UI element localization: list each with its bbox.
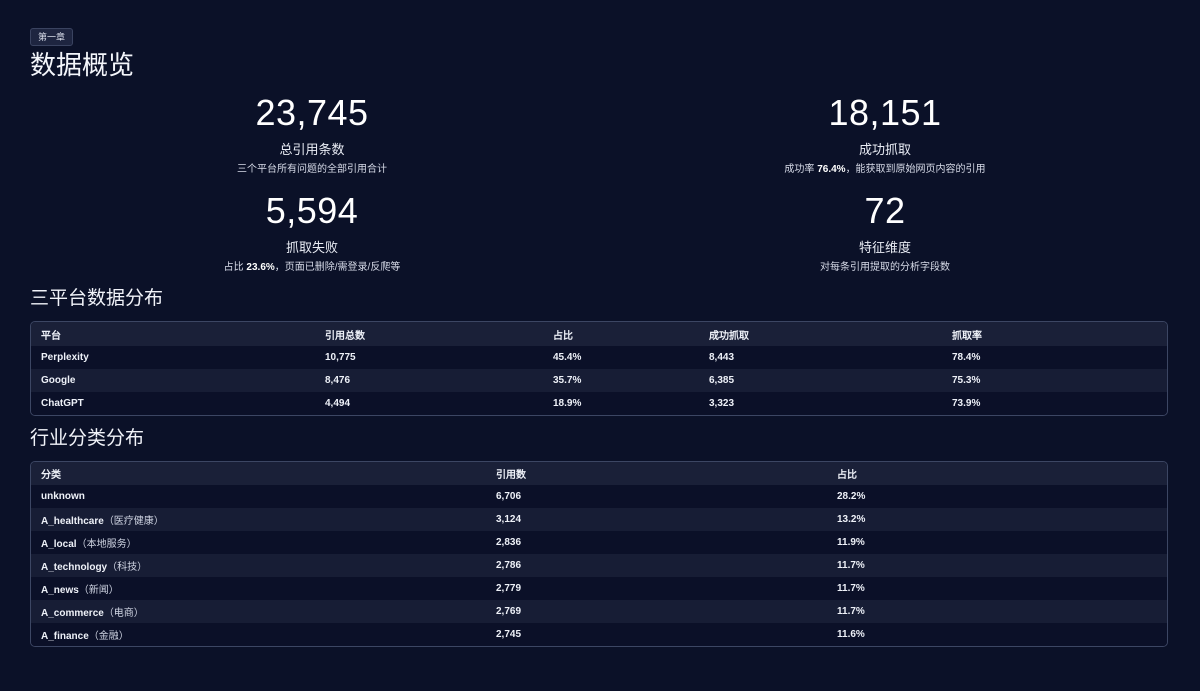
platform-name: Perplexity	[31, 346, 315, 369]
category-name: A_healthcare	[41, 516, 104, 527]
column-header-rate: 抓取率	[942, 322, 1167, 346]
category-share: 13.2%	[827, 508, 1167, 531]
stat-label: 特征维度	[858, 240, 911, 255]
category-cell: A_finance（金融）	[31, 623, 486, 646]
category-share: 28.2%	[827, 485, 1167, 508]
table-row: A_finance（金融） 2,745 11.6%	[31, 623, 1167, 646]
table-row: unknown 6,706 28.2%	[31, 485, 1167, 508]
stat-total-citations: 23,745 总引用条数 三个平台所有问题的全部引用合计	[102, 93, 522, 177]
stat-description: 成功率 76.4%，能获取到原始网页内容的引用	[784, 164, 986, 175]
stat-description: 三个平台所有问题的全部引用合计	[237, 164, 387, 175]
platform-table: 平台 引用总数 占比 成功抓取 抓取率 Perplexity 10,775 45…	[30, 321, 1168, 416]
category-note: （医疗健康）	[103, 516, 164, 527]
category-count: 3,124	[486, 508, 827, 531]
category-note: （本地服务）	[76, 539, 137, 550]
category-cell: A_local（本地服务）	[31, 531, 486, 554]
column-header-count: 引用数	[486, 462, 827, 485]
chapter-badge: 第一章	[30, 28, 74, 46]
stat-description: 占比 23.6%，页面已删除/需登录/反爬等	[223, 262, 401, 273]
table-row: A_commerce（电商） 2,769 11.7%	[31, 600, 1167, 623]
category-name: A_commerce	[41, 608, 104, 619]
column-header-platform: 平台	[31, 322, 315, 346]
stat-description: 对每条引用提取的分析字段数	[820, 262, 950, 273]
platform-rate: 75.3%	[942, 369, 1167, 392]
table-row: Google 8,476 35.7% 6,385 75.3%	[31, 369, 1167, 392]
category-count: 2,836	[486, 531, 827, 554]
table-row: ChatGPT 4,494 18.9% 3,323 73.9%	[31, 392, 1167, 415]
platform-total: 8,476	[315, 369, 543, 392]
category-share: 11.7%	[827, 554, 1167, 577]
platform-success: 8,443	[699, 346, 942, 369]
page-title: 数据概览	[30, 50, 135, 80]
stat-feature-dimensions: 72 特征维度 对每条引用提取的分析字段数	[675, 191, 1095, 275]
platform-total: 4,494	[315, 392, 543, 415]
category-name: A_news	[41, 585, 79, 596]
industry-table: 分类 引用数 占比 unknown 6,706 28.2% A_healthca…	[30, 461, 1168, 647]
category-count: 2,786	[486, 554, 827, 577]
category-share: 11.6%	[827, 623, 1167, 646]
category-cell: A_commerce（电商）	[31, 600, 486, 623]
column-header-success: 成功抓取	[699, 322, 942, 346]
platform-total: 10,775	[315, 346, 543, 369]
stat-fetch-failed: 5,594 抓取失败 占比 23.6%，页面已删除/需登录/反爬等	[102, 191, 522, 275]
category-note: （金融）	[88, 631, 129, 642]
column-header-total: 引用总数	[315, 322, 543, 346]
category-note: （新闻）	[78, 585, 119, 596]
category-share: 11.9%	[827, 531, 1167, 554]
platform-share: 18.9%	[543, 392, 699, 415]
platform-name: ChatGPT	[31, 392, 315, 415]
table-row: A_healthcare（医疗健康） 3,124 13.2%	[31, 508, 1167, 531]
platform-share: 45.4%	[543, 346, 699, 369]
category-cell: unknown	[31, 485, 486, 508]
table-header-row: 平台 引用总数 占比 成功抓取 抓取率	[31, 322, 1167, 346]
table-row: A_technology（科技） 2,786 11.7%	[31, 554, 1167, 577]
stat-label: 总引用条数	[279, 142, 345, 157]
category-name: A_finance	[41, 631, 89, 642]
table-row: A_local（本地服务） 2,836 11.9%	[31, 531, 1167, 554]
category-share: 11.7%	[827, 577, 1167, 600]
platform-name: Google	[31, 369, 315, 392]
category-note: （科技）	[107, 562, 148, 573]
platform-rate: 73.9%	[942, 392, 1167, 415]
industry-section-title: 行业分类分布	[30, 428, 145, 449]
category-count: 2,769	[486, 600, 827, 623]
category-name: A_local	[41, 539, 77, 550]
table-header-row: 分类 引用数 占比	[31, 462, 1167, 485]
category-count: 2,779	[486, 577, 827, 600]
category-cell: A_news（新闻）	[31, 577, 486, 600]
category-share: 11.7%	[827, 600, 1167, 623]
stat-fetch-success: 18,151 成功抓取 成功率 76.4%，能获取到原始网页内容的引用	[675, 93, 1095, 177]
category-cell: A_healthcare（医疗健康）	[31, 508, 486, 531]
column-header-share: 占比	[543, 322, 699, 346]
stat-value: 18,151	[828, 92, 942, 133]
category-note: （电商）	[103, 608, 144, 619]
stat-value: 72	[864, 190, 906, 231]
stat-label: 抓取失败	[285, 240, 338, 255]
category-name: A_technology	[41, 562, 108, 573]
table-row: A_news（新闻） 2,779 11.7%	[31, 577, 1167, 600]
column-header-share: 占比	[827, 462, 1167, 485]
table-row: Perplexity 10,775 45.4% 8,443 78.4%	[31, 346, 1167, 369]
column-header-category: 分类	[31, 462, 486, 485]
category-count: 6,706	[486, 485, 827, 508]
platform-success: 3,323	[699, 392, 942, 415]
stat-label: 成功抓取	[858, 142, 911, 157]
category-count: 2,745	[486, 623, 827, 646]
platform-share: 35.7%	[543, 369, 699, 392]
platform-section-title: 三平台数据分布	[30, 288, 164, 309]
category-cell: A_technology（科技）	[31, 554, 486, 577]
stat-value: 5,594	[265, 190, 359, 231]
platform-rate: 78.4%	[942, 346, 1167, 369]
stat-value: 23,745	[255, 92, 369, 133]
platform-success: 6,385	[699, 369, 942, 392]
category-name: unknown	[41, 491, 85, 502]
